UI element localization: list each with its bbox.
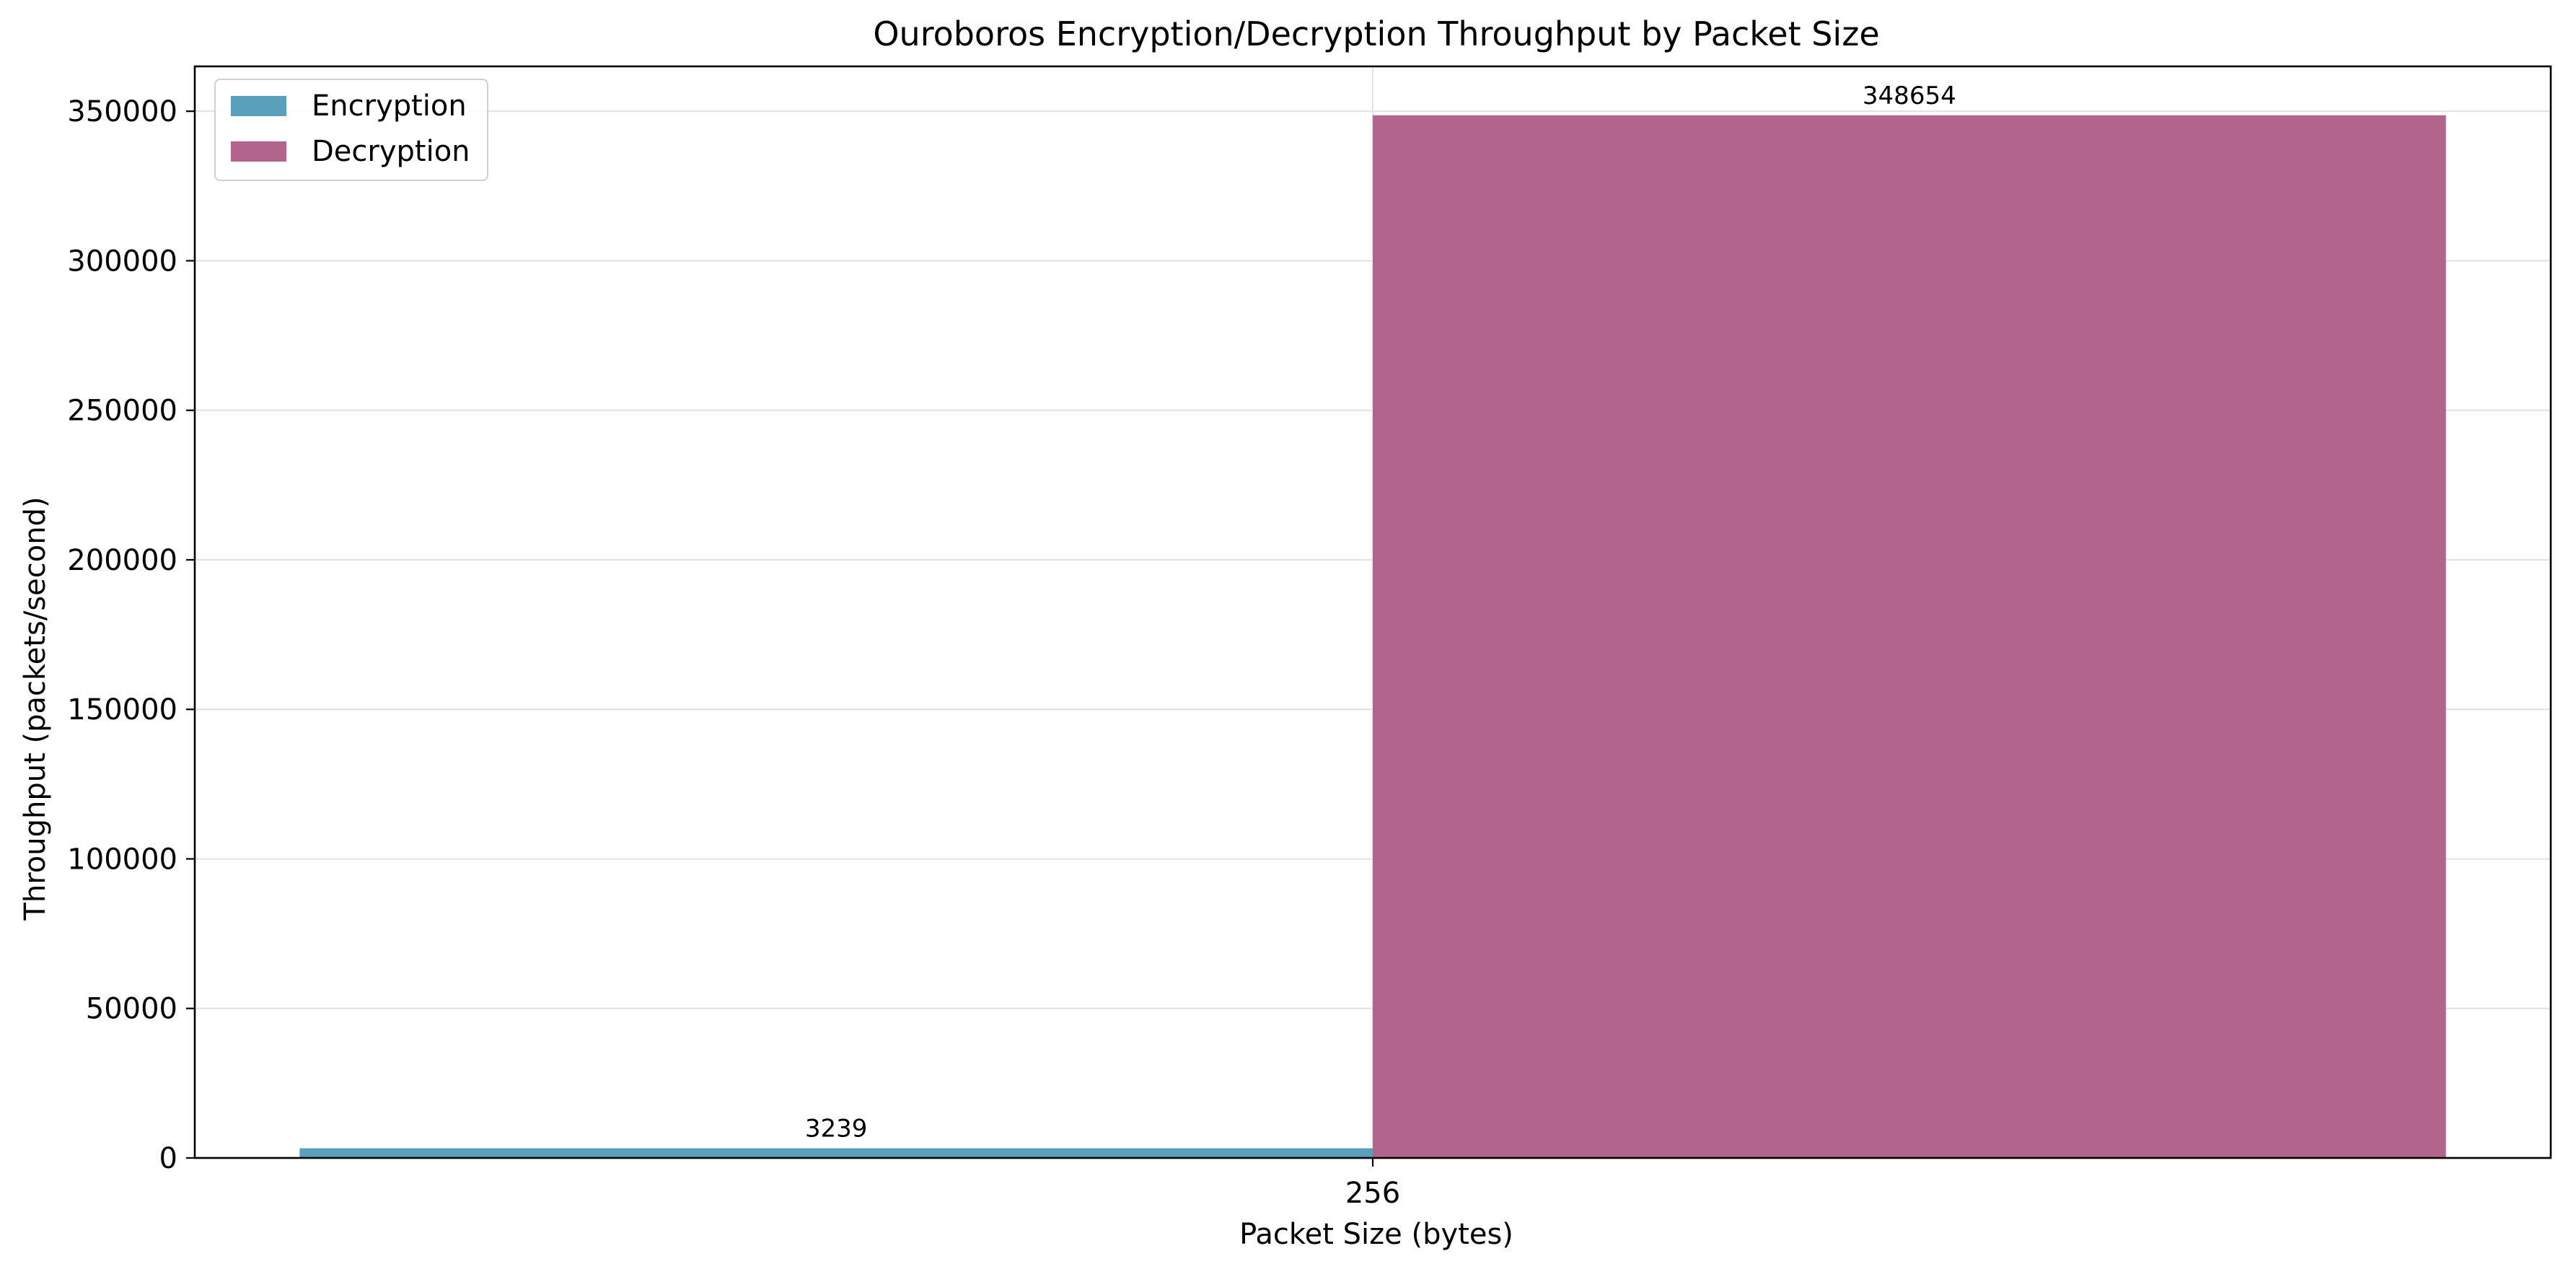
legend-swatch-encryption bbox=[231, 96, 286, 116]
legend-label-decryption: Decryption bbox=[312, 135, 470, 168]
y-tick-label: 50000 bbox=[86, 993, 177, 1026]
y-tick-label: 250000 bbox=[67, 395, 177, 428]
bar-encryption bbox=[299, 1148, 1373, 1158]
y-axis-label: Throughput (packets/second) bbox=[19, 496, 52, 921]
x-tick-label: 256 bbox=[1345, 1177, 1400, 1210]
y-tick-label: 100000 bbox=[67, 843, 177, 876]
data-label-decryption: 348654 bbox=[1863, 82, 1956, 110]
y-tick-label: 200000 bbox=[67, 544, 177, 577]
y-tick-label: 150000 bbox=[67, 693, 177, 727]
data-label-encryption: 3239 bbox=[805, 1115, 868, 1144]
chart-title: Ouroboros Encryption/Decryption Throughp… bbox=[873, 14, 1879, 53]
axis-ticks: 0 50000 100000 150000 200000 250000 300000 3500… bbox=[67, 95, 1400, 1210]
y-tick-label: 0 bbox=[159, 1142, 177, 1175]
y-tick-label: 350000 bbox=[67, 95, 177, 128]
legend-label-encryption: Encryption bbox=[312, 89, 467, 123]
data-labels: 3239 348654 bbox=[805, 82, 1956, 1144]
bar-decryption bbox=[1373, 115, 2446, 1158]
legend-swatch-decryption bbox=[231, 141, 286, 162]
y-tick-label: 300000 bbox=[67, 245, 177, 278]
x-axis-label: Packet Size (bytes) bbox=[1239, 1218, 1513, 1251]
legend: Encryption Decryption bbox=[214, 79, 488, 181]
bars bbox=[299, 115, 2446, 1158]
